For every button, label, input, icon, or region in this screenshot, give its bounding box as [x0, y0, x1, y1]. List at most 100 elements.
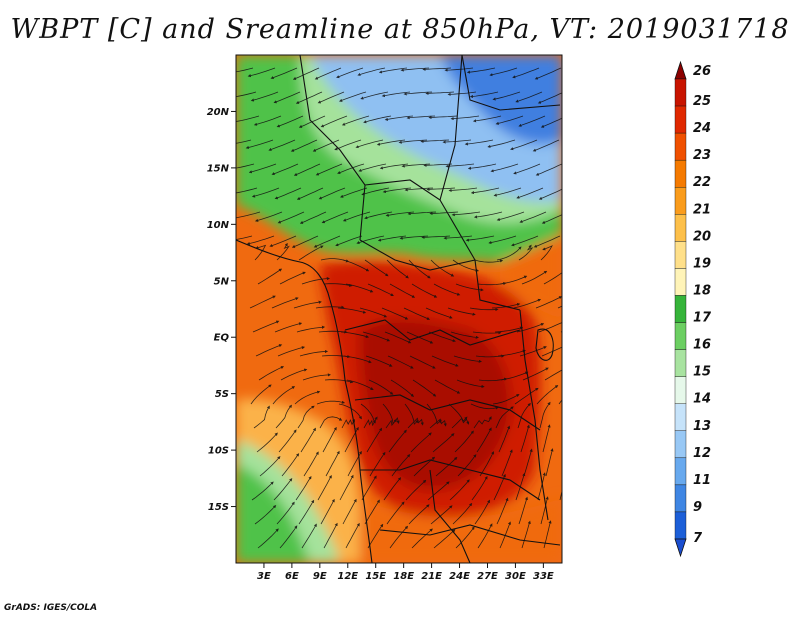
- colorbar: 26 25 24 23 22 21 20 19 18 17 16 15 14 13 12 11 9 7: [674, 60, 712, 558]
- streamline: [493, 473, 506, 501]
- streamline: [425, 91, 455, 95]
- streamline: [355, 139, 384, 149]
- border-segment: [344, 319, 521, 346]
- streamline: [515, 91, 543, 103]
- lat-tick-label: 5S: [215, 389, 229, 400]
- streamline: [295, 475, 312, 501]
- streamline: [317, 91, 345, 104]
- streamline: [544, 369, 562, 381]
- streamline: [281, 453, 300, 477]
- streamline: [341, 115, 370, 126]
- border-segment: [429, 469, 471, 563]
- streamline: [518, 496, 528, 525]
- streamline: [450, 331, 479, 339]
- colorbar-level-label: 16: [693, 338, 711, 353]
- streamline: [320, 498, 335, 525]
- colorbar-segment: [674, 349, 687, 377]
- streamline: [337, 307, 367, 314]
- streamline: [342, 498, 357, 525]
- streamline: [477, 523, 493, 549]
- colorbar-segment: [674, 241, 687, 269]
- streamline: [257, 268, 283, 285]
- streamline: [245, 139, 274, 149]
- streamline: [536, 385, 559, 405]
- streamline: [363, 115, 392, 124]
- streamline: [297, 405, 315, 429]
- streamline: [319, 416, 343, 429]
- colorbar-bottom-arrow: [674, 538, 687, 558]
- streamline: [236, 235, 253, 240]
- streamline: [512, 67, 540, 79]
- streamline: [566, 522, 572, 548]
- streamline: [541, 346, 562, 357]
- lake-outline: [535, 328, 554, 361]
- field-orange-east: [500, 235, 562, 320]
- streamline: [413, 456, 436, 477]
- streamline: [252, 320, 280, 333]
- streamline: [236, 67, 254, 73]
- streamline: [537, 472, 546, 501]
- streamline: [500, 371, 529, 381]
- streamline: [256, 432, 278, 453]
- lon-tick-label: 21E: [421, 571, 442, 582]
- streamline: [498, 425, 511, 453]
- colorbar-level-label: 25: [693, 94, 711, 109]
- streamline: [453, 355, 482, 363]
- streamline: [377, 235, 407, 242]
- wbpt-field: [236, 55, 573, 563]
- streamline: [487, 139, 516, 148]
- streamline: [298, 245, 324, 261]
- streamline: [533, 235, 561, 248]
- colorbar-segment: [674, 187, 687, 215]
- streamline: [428, 331, 456, 343]
- colorbar-top-arrow: [674, 60, 687, 80]
- streamline: [428, 115, 458, 120]
- streamline: [495, 115, 524, 125]
- streamline: [422, 67, 452, 71]
- streamline: [343, 355, 372, 364]
- streamline: [254, 244, 267, 261]
- streamline: [497, 349, 526, 357]
- streamline: [563, 245, 573, 260]
- streamline: [386, 259, 409, 279]
- streamline: [295, 91, 323, 104]
- streamline: [427, 481, 450, 501]
- streamline: [290, 139, 318, 152]
- streamline: [362, 331, 391, 342]
- streamline: [271, 163, 299, 176]
- streamline: [494, 326, 524, 333]
- streamline: [277, 346, 306, 357]
- streamline: [534, 67, 562, 80]
- streamline: [542, 424, 551, 453]
- colorbar-level-label: 24: [693, 121, 711, 136]
- streamline: [270, 67, 298, 80]
- streamline: [412, 379, 437, 397]
- colorbar-level-label: 14: [693, 392, 711, 407]
- grads-credit: GrADS: IGES/COLA: [4, 603, 98, 613]
- streamline: [236, 139, 252, 144]
- streamline: [364, 211, 393, 220]
- streamline: [340, 331, 370, 339]
- streamline: [296, 187, 324, 200]
- streamline: [448, 403, 468, 422]
- streamline: [433, 529, 456, 549]
- streamline: [298, 115, 326, 128]
- streamline: [449, 479, 470, 501]
- streamline: [364, 499, 380, 525]
- streamline: [324, 379, 354, 384]
- streamline: [383, 477, 402, 501]
- streamline: [316, 400, 346, 405]
- streamline: [429, 211, 459, 216]
- streamline: [452, 502, 473, 525]
- streamline: [451, 417, 470, 429]
- streamline: [269, 235, 297, 247]
- streamline: [466, 67, 496, 74]
- streamline: [279, 271, 306, 285]
- streamline: [335, 235, 363, 247]
- streamline: [334, 139, 362, 151]
- map-frame: [235, 54, 563, 564]
- streamline: [389, 283, 416, 298]
- streamline: [276, 501, 295, 525]
- streamline: [301, 523, 317, 549]
- streamline: [301, 277, 330, 285]
